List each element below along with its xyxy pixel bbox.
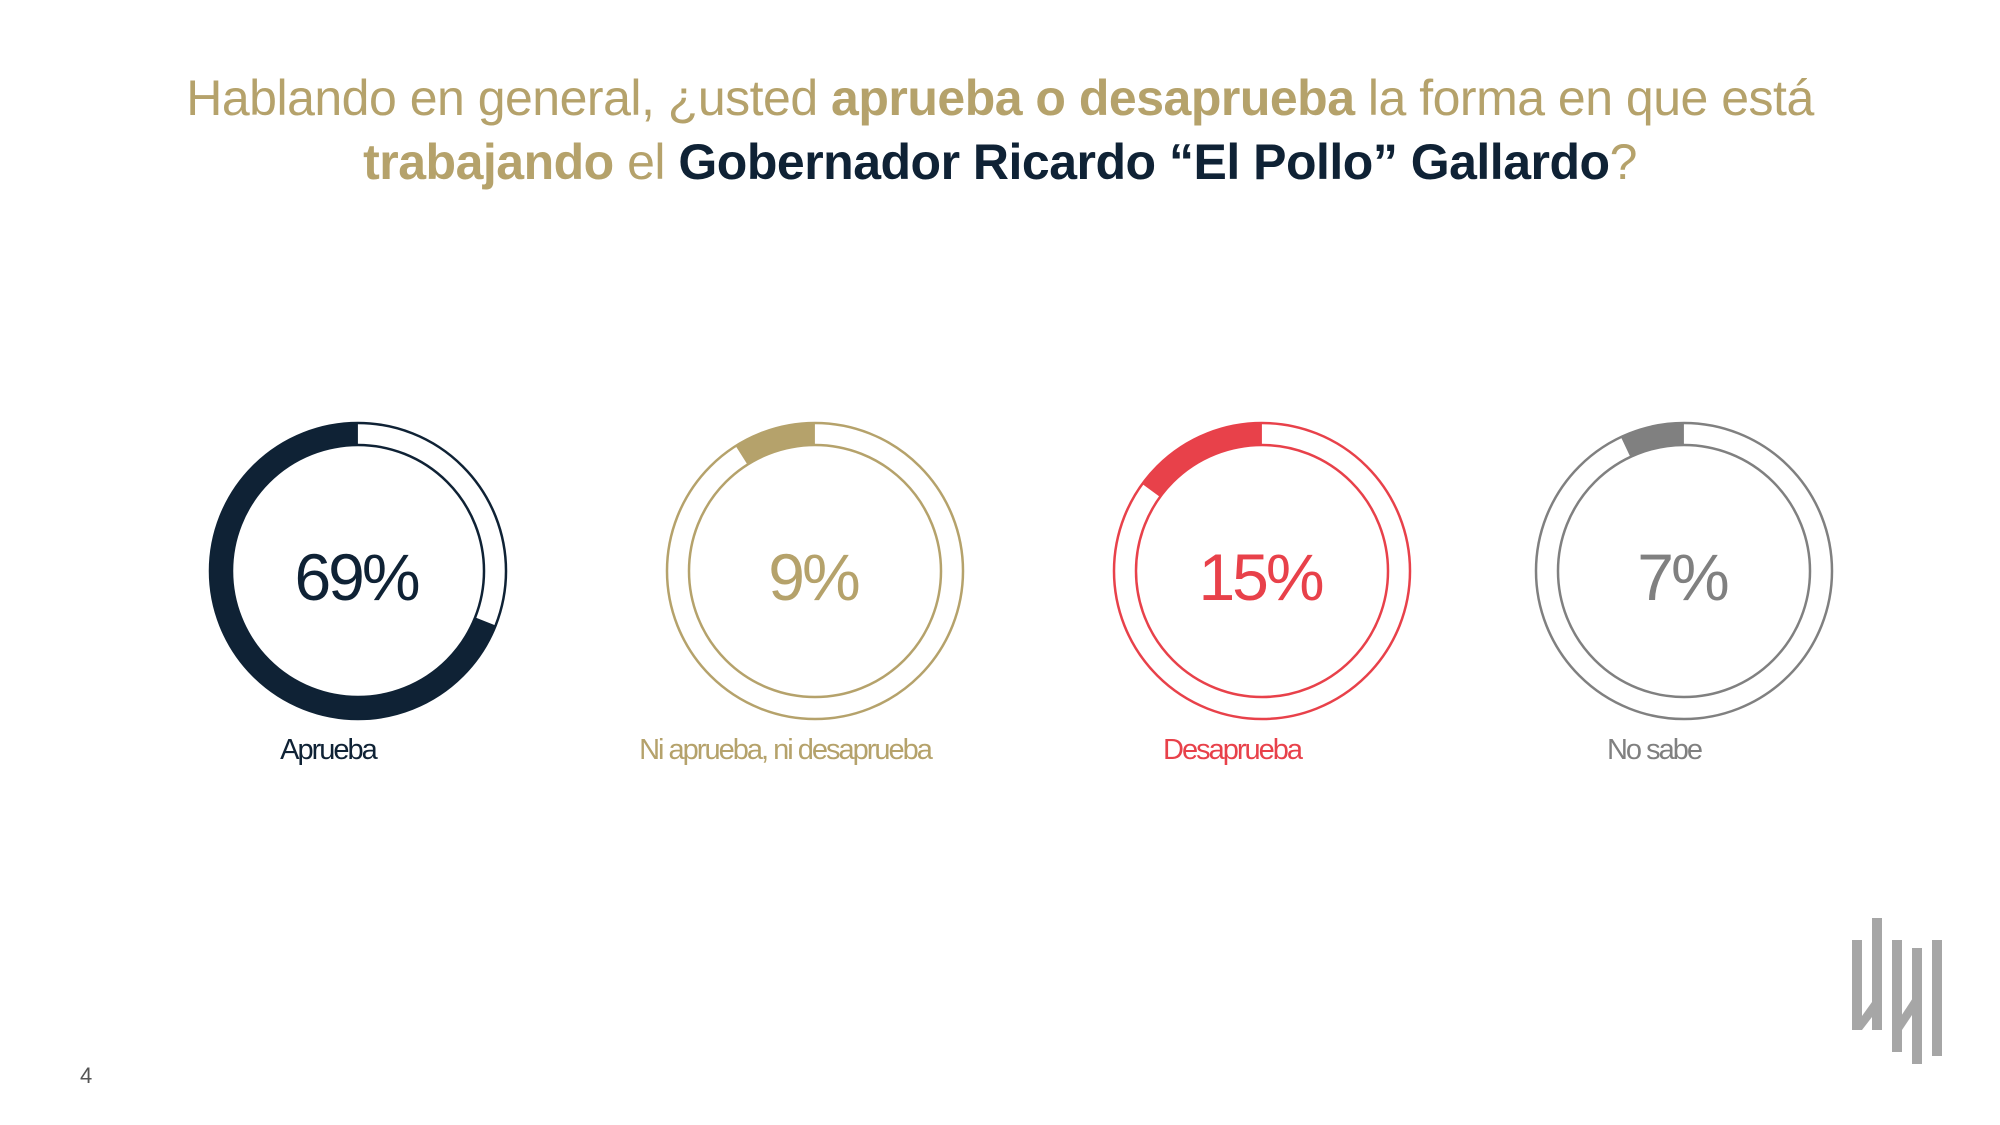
title-part-2: aprueba o desaprueba [831, 70, 1355, 126]
percent-label: 7% [1637, 540, 1728, 614]
donut-track-outer [1112, 421, 1412, 721]
donut-track-inner [230, 443, 486, 699]
donut-track-outer [665, 421, 965, 721]
donut-3: 15% Desaprueba [1112, 421, 1412, 766]
donut-value-arc [735, 423, 816, 465]
title-part-3: la forma en que está [1354, 70, 1814, 126]
title-part-5: el [613, 134, 679, 190]
title-part-1: Hablando en general, ¿usted [186, 70, 832, 126]
donut-track-outer [1534, 421, 1834, 721]
title-part-4: trabajando [363, 134, 614, 190]
category-label: Aprueba [280, 734, 379, 766]
donut-track-inner [1134, 443, 1390, 699]
brand-logo-icon [1852, 918, 1942, 1064]
category-label: No sabe [1607, 734, 1702, 766]
category-label: Desaprueba [1163, 734, 1304, 766]
question-title: Hablando en general, ¿usted aprueba o de… [150, 66, 1850, 194]
title-part-7: ? [1609, 134, 1638, 190]
page-number: 4 [80, 1063, 93, 1088]
title-part-6: Gobernador Ricardo “El Pollo” Gallardo [678, 134, 1610, 190]
donut-value-arc [210, 423, 496, 719]
donut-track-inner [687, 443, 943, 699]
percent-label: 15% [1198, 540, 1322, 614]
percent-label: 69% [294, 540, 418, 614]
donut-value-arc [1620, 423, 1685, 458]
category-label: Ni aprueba, ni desaprueba [639, 734, 934, 766]
donut-2: 9% Ni aprueba, ni desaprueba [639, 421, 965, 766]
donut-value-arc [1142, 423, 1263, 498]
donut-4: 7% No sabe [1534, 421, 1834, 766]
donut-track-inner [1556, 443, 1812, 699]
percent-label: 9% [768, 540, 859, 614]
donut-1: 69% Aprueba [208, 421, 508, 766]
